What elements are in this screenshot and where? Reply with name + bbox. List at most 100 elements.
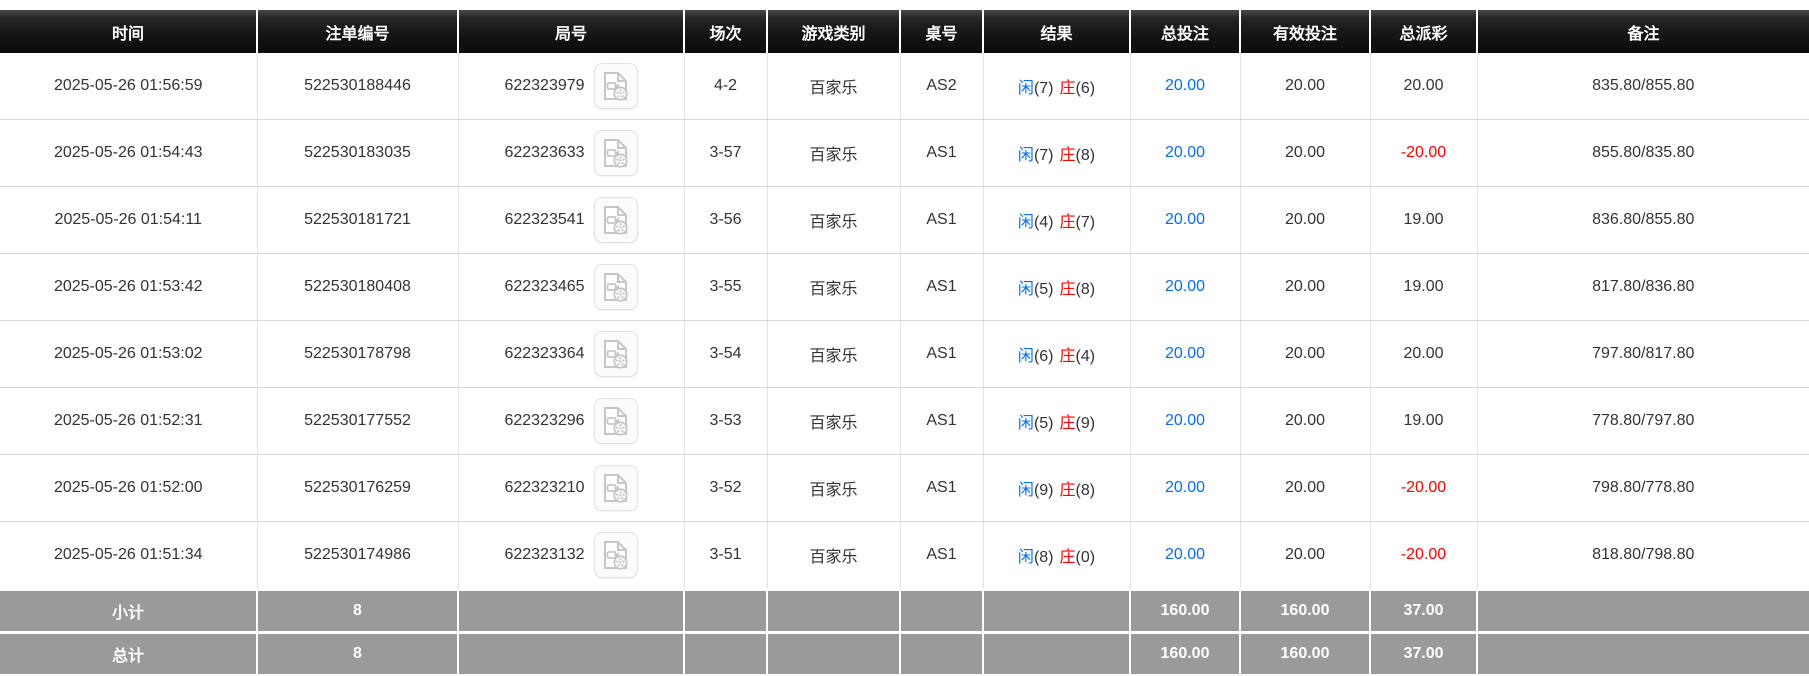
cell-result: 闲(7) 庄(6) <box>983 53 1131 120</box>
cell-session: 3-56 <box>684 186 768 254</box>
cell-table-no: AS1 <box>900 119 984 187</box>
cell-round-id: 622323465 <box>458 253 685 321</box>
banker-result-points: (4) <box>1075 348 1096 365</box>
col-header-remark: 备注 <box>1476 10 1809 53</box>
cell-bet-id: 522530181721 <box>257 186 459 254</box>
summary-total-bet: 160.00 <box>1130 588 1241 633</box>
cell-valid-bet: 20.00 <box>1240 253 1371 321</box>
summary-empty-remark <box>1477 588 1809 633</box>
video-replay-button[interactable] <box>593 130 638 176</box>
video-file-icon <box>603 407 628 436</box>
cell-valid-bet: 20.00 <box>1240 454 1371 522</box>
cell-session: 3-55 <box>684 253 768 321</box>
total-bet-link[interactable]: 20.00 <box>1164 479 1206 496</box>
round-id-text: 622323979 <box>504 77 585 95</box>
player-result-label: 闲 <box>1017 415 1034 432</box>
summary-count: 8 <box>257 588 459 633</box>
summary-empty-table-no <box>900 631 984 674</box>
total-bet-link[interactable]: 20.00 <box>1164 345 1206 362</box>
round-id-text: 622323296 <box>504 412 585 430</box>
cell-valid-bet: 20.00 <box>1240 186 1371 254</box>
table-row: 2025-05-26 01:56:59 522530188446 6223239… <box>0 53 1809 120</box>
player-result-points: (7) <box>1033 80 1054 97</box>
col-header-valid-bet: 有效投注 <box>1239 10 1370 53</box>
banker-result-points: (8) <box>1075 147 1096 164</box>
table-row: 2025-05-26 01:51:34 522530174986 6223231… <box>0 521 1809 590</box>
cell-bet-id: 522530176259 <box>257 454 459 522</box>
video-replay-button[interactable] <box>593 331 638 377</box>
cell-remark: 778.80/797.80 <box>1477 387 1809 455</box>
cell-session: 4-2 <box>684 53 768 120</box>
total-bet-link[interactable]: 20.00 <box>1164 412 1206 429</box>
cell-result: 闲(6) 庄(4) <box>983 320 1131 388</box>
cell-bet-id: 522530174986 <box>257 521 459 590</box>
cell-total-payout: 20.00 <box>1370 320 1478 388</box>
col-header-total-payout: 总派彩 <box>1369 10 1477 53</box>
table-row: 2025-05-26 01:54:11 522530181721 6223235… <box>0 186 1809 254</box>
cell-valid-bet: 20.00 <box>1240 387 1371 455</box>
cell-session: 3-57 <box>684 119 768 187</box>
cell-time: 2025-05-26 01:52:31 <box>0 387 258 455</box>
cell-total-payout: -20.00 <box>1370 454 1478 522</box>
video-replay-button[interactable] <box>593 264 638 310</box>
cell-remark: 835.80/855.80 <box>1477 53 1809 120</box>
cell-total-bet: 20.00 <box>1130 186 1241 254</box>
video-replay-button[interactable] <box>593 398 638 444</box>
video-replay-button[interactable] <box>593 532 638 578</box>
video-file-icon <box>603 340 628 369</box>
summary-empty-table-no <box>900 588 984 633</box>
video-replay-button[interactable] <box>593 197 638 243</box>
summary-empty-round <box>458 588 685 633</box>
round-id-text: 622323132 <box>504 546 585 564</box>
cell-result: 闲(8) 庄(0) <box>983 521 1131 590</box>
summary-total-payout: 37.00 <box>1370 588 1478 633</box>
cell-total-payout: 20.00 <box>1370 53 1478 120</box>
cell-valid-bet: 20.00 <box>1240 521 1371 590</box>
round-id-text: 622323465 <box>504 278 585 296</box>
video-replay-button[interactable] <box>593 63 638 109</box>
cell-table-no: AS1 <box>900 387 984 455</box>
banker-result-label: 庄 <box>1059 281 1076 298</box>
cell-total-payout: 19.00 <box>1370 186 1478 254</box>
banker-result-points: (9) <box>1075 415 1096 432</box>
cell-remark: 798.80/778.80 <box>1477 454 1809 522</box>
cell-result: 闲(7) 庄(8) <box>983 119 1131 187</box>
cell-remark: 818.80/798.80 <box>1477 521 1809 590</box>
player-result-points: (8) <box>1033 549 1054 566</box>
col-header-result: 结果 <box>982 10 1130 53</box>
cell-round-id: 622323210 <box>458 454 685 522</box>
total-bet-link[interactable]: 20.00 <box>1164 144 1206 161</box>
total-bet-link[interactable]: 20.00 <box>1164 211 1206 228</box>
video-replay-button[interactable] <box>593 465 638 511</box>
round-id-text: 622323633 <box>504 144 585 162</box>
cell-bet-id: 522530183035 <box>257 119 459 187</box>
cell-result: 闲(5) 庄(9) <box>983 387 1131 455</box>
cell-time: 2025-05-26 01:53:02 <box>0 320 258 388</box>
cell-round-id: 622323132 <box>458 521 685 590</box>
total-bet-link[interactable]: 20.00 <box>1164 546 1206 563</box>
cell-time: 2025-05-26 01:54:11 <box>0 186 258 254</box>
summary-empty-remark <box>1477 631 1809 674</box>
summary-label: 小计 <box>0 588 258 633</box>
col-header-session: 场次 <box>683 10 767 53</box>
table-summary: 小计 8 160.00 160.00 37.00 总计 8 160.00 160… <box>0 588 1809 674</box>
cell-total-bet: 20.00 <box>1130 454 1241 522</box>
banker-result-points: (6) <box>1075 80 1096 97</box>
cell-result: 闲(5) 庄(8) <box>983 253 1131 321</box>
player-result-label: 闲 <box>1017 214 1034 231</box>
cell-round-id: 622323541 <box>458 186 685 254</box>
total-bet-link[interactable]: 20.00 <box>1164 77 1206 94</box>
cell-time: 2025-05-26 01:51:34 <box>0 521 258 590</box>
col-header-game-type: 游戏类别 <box>766 10 900 53</box>
cell-remark: 817.80/836.80 <box>1477 253 1809 321</box>
summary-total-bet: 160.00 <box>1130 631 1241 674</box>
bet-history-page: 时间 注单编号 局号 场次 游戏类别 桌号 结果 总投注 有效投注 总派彩 备注… <box>0 10 1809 674</box>
cell-round-id: 622323364 <box>458 320 685 388</box>
round-id-text: 622323541 <box>504 211 585 229</box>
total-bet-link[interactable]: 20.00 <box>1164 278 1206 295</box>
cell-valid-bet: 20.00 <box>1240 119 1371 187</box>
player-result-label: 闲 <box>1017 281 1034 298</box>
video-file-icon <box>603 273 628 302</box>
summary-empty-session <box>684 588 768 633</box>
table-row: 2025-05-26 01:53:42 522530180408 6223234… <box>0 253 1809 321</box>
